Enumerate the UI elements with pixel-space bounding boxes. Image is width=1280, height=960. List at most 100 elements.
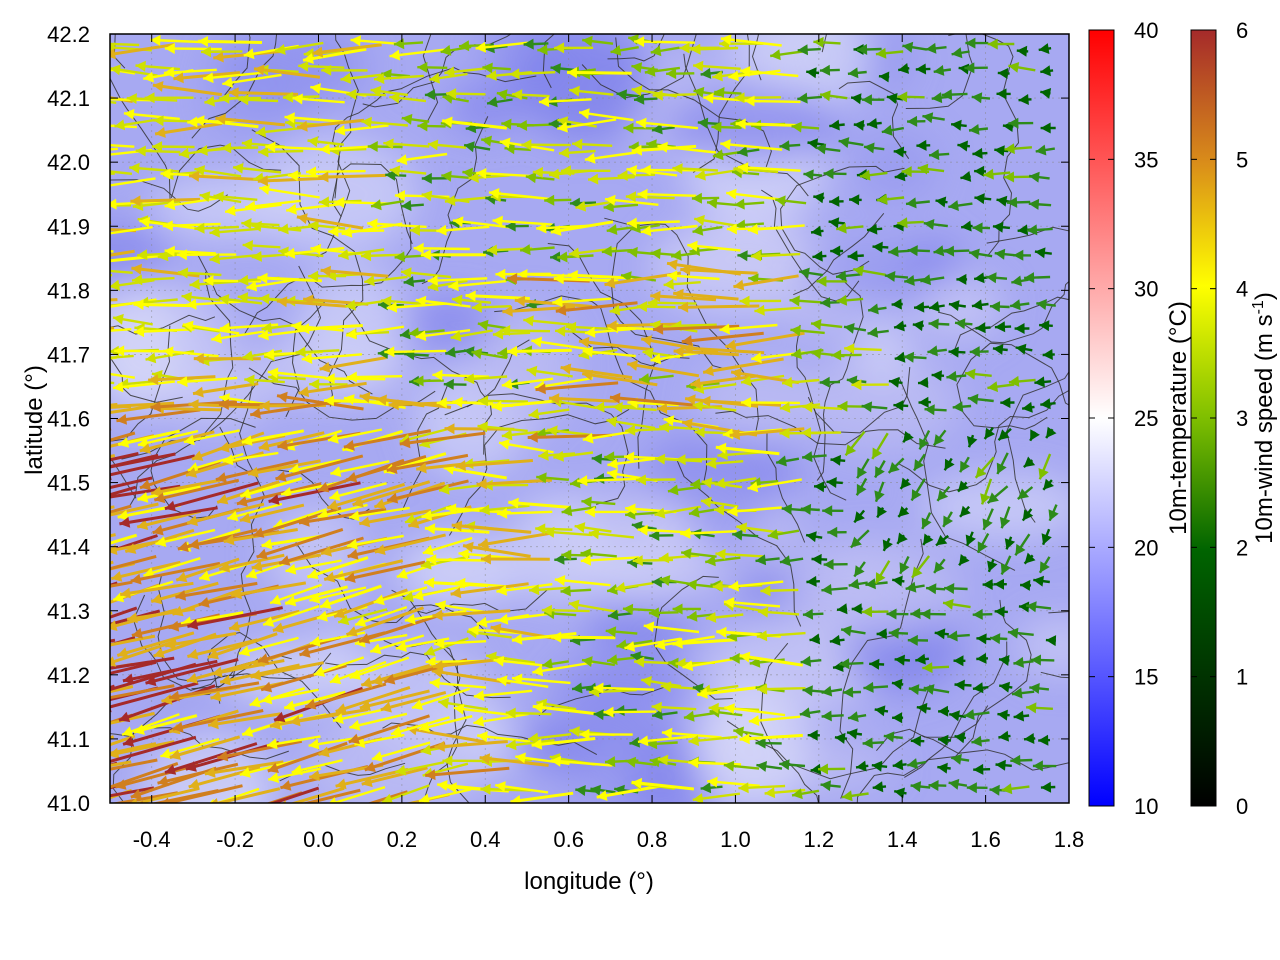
wind-vector-shaft bbox=[110, 734, 136, 747]
wind-vector-head bbox=[313, 666, 326, 677]
wind-vector-head bbox=[631, 144, 643, 156]
wind-vector-head bbox=[1017, 488, 1029, 500]
wind-vector-head bbox=[980, 493, 991, 505]
wind-vector-head bbox=[343, 394, 355, 405]
wind-vector-head bbox=[660, 681, 672, 693]
wind-vector-shaft bbox=[654, 635, 715, 648]
wind-vector-head bbox=[748, 715, 760, 726]
wind-vector-head bbox=[850, 536, 862, 548]
wind-vector-head bbox=[623, 122, 634, 134]
wind-vector-head bbox=[802, 401, 813, 413]
contour-line bbox=[615, 37, 772, 168]
wind-vector-head bbox=[238, 274, 249, 286]
wind-vector-head bbox=[733, 726, 744, 738]
wind-vector-shaft bbox=[110, 504, 132, 514]
x-tick-label: 0.8 bbox=[637, 827, 668, 852]
wind-vector-head bbox=[437, 780, 448, 791]
wind-vector-head bbox=[507, 273, 518, 285]
wind-vector-head bbox=[770, 49, 781, 61]
wind-vector-head bbox=[376, 394, 387, 406]
wind-vector-head bbox=[210, 690, 222, 702]
wind-vector-head bbox=[848, 578, 860, 590]
wind-vector-head bbox=[345, 299, 356, 311]
wind-vector-shaft bbox=[735, 122, 800, 127]
wind-vector-shaft bbox=[153, 406, 222, 412]
wind-vector-head bbox=[996, 195, 1008, 207]
wind-vector-head bbox=[951, 47, 963, 59]
wind-vector-head bbox=[499, 137, 511, 149]
wind-vector-head bbox=[298, 515, 310, 527]
wind-vector-head bbox=[1000, 563, 1011, 575]
wind-vector-head bbox=[176, 249, 187, 261]
wind-vector-head bbox=[130, 788, 142, 800]
contour-line bbox=[197, 255, 373, 395]
wind-vector-head bbox=[948, 346, 959, 358]
wind-vector-head bbox=[92, 353, 102, 364]
wind-vector-head bbox=[726, 188, 737, 200]
wind-vector-head bbox=[464, 373, 475, 385]
wind-vector-head bbox=[117, 647, 129, 658]
wind-vector-shaft bbox=[441, 119, 508, 130]
wind-vector-head bbox=[78, 138, 88, 149]
wind-vector-head bbox=[241, 138, 253, 150]
wind-vector-head bbox=[905, 581, 917, 593]
wind-vector-head bbox=[729, 429, 741, 440]
wind-vector-head bbox=[614, 705, 625, 716]
x-tick-label: 1.8 bbox=[1054, 827, 1085, 852]
wind-vector-head bbox=[816, 275, 827, 287]
wind-vector-head bbox=[164, 245, 175, 257]
wind-vector-shaft bbox=[239, 503, 305, 522]
contour-line bbox=[331, 163, 413, 245]
wind-vector-head bbox=[420, 744, 432, 756]
wind-vector-head bbox=[531, 738, 543, 750]
wind-vector-head bbox=[581, 496, 592, 508]
wind-vector-head bbox=[187, 648, 199, 660]
wind-vector-head bbox=[844, 343, 855, 355]
wind-vector-head bbox=[242, 726, 254, 737]
wind-vector-head bbox=[298, 60, 309, 72]
contour-line bbox=[391, 589, 470, 803]
wind-vector-shaft bbox=[110, 606, 138, 619]
wind-vector-head bbox=[1030, 429, 1040, 441]
wind-vector-head bbox=[1039, 561, 1050, 573]
wind-vector-head bbox=[209, 226, 220, 238]
wind-vector-head bbox=[67, 255, 78, 266]
wind-vector-head bbox=[173, 72, 184, 84]
wind-vector-head bbox=[703, 365, 714, 377]
wind-vector-shaft bbox=[260, 664, 347, 692]
wind-vector-head bbox=[526, 365, 538, 377]
wind-vector-head bbox=[998, 655, 1010, 666]
wind-vector-head bbox=[254, 64, 265, 76]
wind-vector-head bbox=[404, 613, 416, 625]
wind-vector-head bbox=[735, 118, 746, 130]
wind-vector-head bbox=[554, 42, 565, 54]
wind-vector-head bbox=[204, 766, 216, 778]
x-tick-label: 1.6 bbox=[970, 827, 1001, 852]
wind-vector-head bbox=[781, 503, 792, 515]
wind-vector-head bbox=[84, 695, 95, 706]
wind-vector-shaft bbox=[110, 170, 133, 175]
wind-colorbar-label: 10m-wind speed (m s-1) bbox=[1250, 292, 1278, 544]
wind-vector-head bbox=[536, 222, 547, 234]
y-tick-label: 42.2 bbox=[47, 22, 90, 47]
wind-vector-head bbox=[649, 756, 661, 768]
wind-vector-head bbox=[275, 44, 286, 55]
wind-vector-head bbox=[549, 168, 560, 180]
wind-vector-head bbox=[330, 466, 342, 477]
wind-vector-head bbox=[847, 67, 859, 79]
wind-vector-head bbox=[387, 492, 399, 504]
wind-vector-head bbox=[61, 66, 71, 77]
wind-vector-head bbox=[680, 527, 691, 539]
wind-vector-shaft bbox=[535, 381, 619, 392]
wind-vector-head bbox=[341, 226, 353, 238]
wind-vector-head bbox=[118, 437, 130, 448]
wind-vector-shaft bbox=[386, 453, 469, 472]
wind-vector-head bbox=[83, 366, 94, 377]
wind-vector-head bbox=[37, 634, 48, 644]
wind-vector-head bbox=[496, 675, 508, 687]
wind-vector-head bbox=[977, 541, 988, 553]
wind-vector-shaft bbox=[157, 762, 239, 785]
wind-vector-head bbox=[215, 472, 227, 483]
wind-vector-head bbox=[809, 633, 821, 645]
wind-vector-head bbox=[1034, 247, 1046, 259]
